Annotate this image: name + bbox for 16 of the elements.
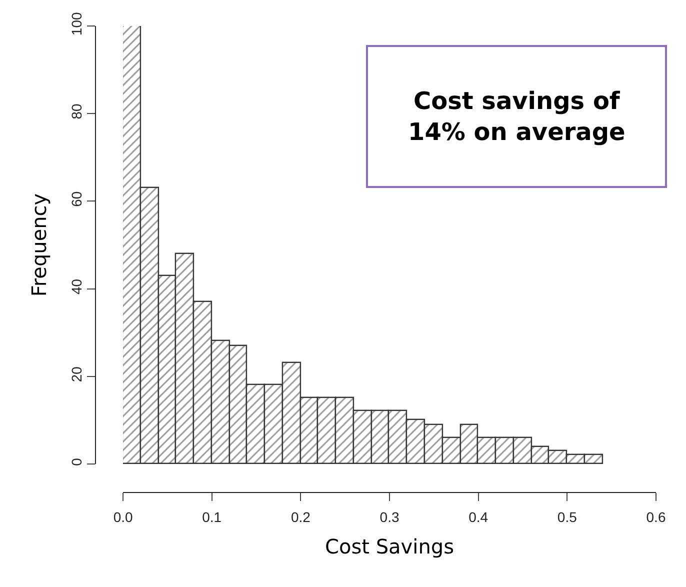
annotation: Cost savings of 14% on average (408, 87, 626, 146)
y-tick-label: 0 (68, 458, 84, 466)
x-tick-label: 0.5 (557, 508, 578, 525)
x-tick-label: 0.6 (646, 508, 666, 525)
x-tick-label: 0.2 (290, 508, 311, 525)
x-tick-label: 0.4 (468, 508, 488, 525)
x-tick-label: 0.3 (380, 508, 400, 525)
y-tick-label: 20 (68, 366, 84, 382)
x-tick-label: 0.1 (202, 508, 222, 525)
y-tick-label: 60 (68, 191, 84, 207)
x-axis-title: Cost Savings (325, 534, 454, 558)
y-axis-title: Frequency (26, 193, 51, 297)
x-tick-label: 0.0 (113, 508, 133, 525)
y-tick-label: 80 (68, 104, 84, 120)
y-tick-label: 40 (68, 278, 84, 295)
y-tick-label: 100 (68, 12, 84, 36)
